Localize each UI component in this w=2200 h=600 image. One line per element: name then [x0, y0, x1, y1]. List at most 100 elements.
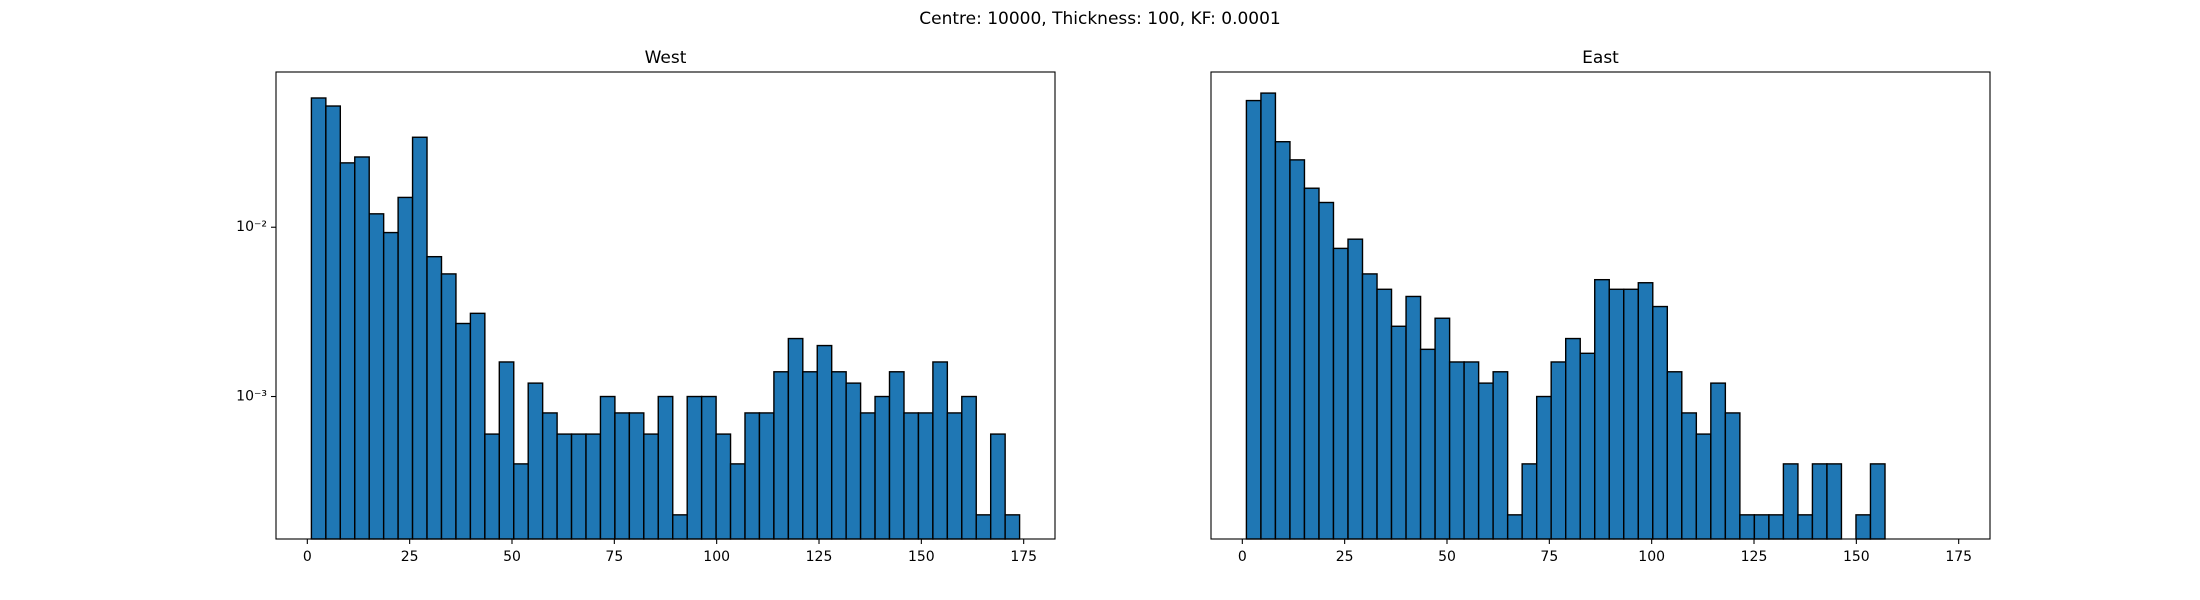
bar — [310, 97, 327, 540]
bar — [888, 371, 905, 540]
bar — [614, 412, 631, 540]
x-tick-label: 150 — [908, 549, 935, 565]
bar — [1855, 514, 1872, 540]
bar — [1303, 187, 1320, 540]
bar — [1565, 337, 1581, 540]
bar — [325, 105, 342, 540]
bar — [1797, 514, 1814, 540]
bar — [1004, 514, 1021, 540]
bar — [1594, 278, 1610, 540]
bar — [1260, 92, 1277, 540]
bar — [802, 371, 818, 540]
bar — [1550, 361, 1567, 540]
bar — [989, 433, 1006, 540]
bar — [643, 433, 659, 540]
bar — [816, 344, 833, 540]
bar — [484, 433, 501, 540]
bar — [1274, 141, 1291, 540]
bar — [1289, 159, 1306, 540]
bar — [1477, 382, 1494, 540]
bar — [440, 273, 457, 540]
x-tick-label: 50 — [1438, 549, 1456, 565]
x-tick-label: 125 — [806, 549, 833, 565]
bar — [744, 412, 761, 540]
x-tick-label: 0 — [1238, 549, 1247, 565]
bar — [1710, 382, 1727, 540]
x-tick-label: 175 — [1010, 549, 1037, 565]
bar — [426, 255, 443, 540]
bar — [469, 312, 486, 540]
bar — [657, 395, 674, 540]
bar — [368, 213, 385, 540]
bar — [382, 231, 399, 540]
x-tick-label: 125 — [1741, 549, 1768, 565]
bar — [787, 337, 804, 540]
bar — [1811, 463, 1828, 540]
x-tick-label: 25 — [1336, 549, 1354, 565]
x-tick-label: 0 — [303, 549, 312, 565]
bar — [541, 412, 558, 540]
bar — [859, 412, 876, 540]
subplot-title: East — [1582, 48, 1619, 68]
bar — [1376, 288, 1393, 540]
x-tick-label: 100 — [1638, 549, 1665, 565]
bar — [932, 361, 949, 540]
bar — [1332, 247, 1349, 540]
bar — [1869, 463, 1886, 540]
bar — [1724, 412, 1741, 540]
figure-title: Centre: 10000, Thickness: 100, KF: 0.000… — [919, 9, 1281, 29]
bar — [599, 395, 616, 540]
bar — [845, 382, 862, 540]
bar — [1637, 282, 1654, 540]
bar — [1347, 238, 1364, 540]
axes-frame — [1210, 71, 1991, 540]
x-tick-label: 25 — [401, 549, 419, 565]
subplot-title: West — [645, 48, 687, 68]
bar — [1623, 288, 1639, 540]
bar — [1506, 514, 1523, 540]
bar — [628, 412, 645, 540]
bar — [1768, 514, 1785, 540]
bar — [1782, 463, 1799, 540]
bar — [1434, 317, 1451, 540]
bar — [1753, 514, 1770, 540]
bar — [397, 196, 414, 540]
bar — [961, 395, 977, 540]
bar — [1579, 352, 1596, 540]
bar — [455, 322, 472, 540]
bar — [830, 371, 847, 540]
bar — [700, 395, 717, 540]
x-tick-label: 150 — [1843, 549, 1870, 565]
x-tick-label: 50 — [503, 549, 521, 565]
bar — [354, 156, 370, 540]
bar — [1666, 371, 1683, 540]
bar — [672, 514, 688, 540]
bar — [1608, 288, 1625, 540]
x-tick-label: 75 — [605, 549, 623, 565]
x-tick-label: 75 — [1540, 549, 1558, 565]
bar — [758, 412, 775, 540]
bar — [570, 433, 587, 540]
bar — [773, 371, 790, 540]
x-tick-label: 100 — [703, 549, 730, 565]
bar — [498, 361, 515, 540]
bar — [1492, 371, 1509, 540]
bar — [1318, 201, 1335, 540]
bar — [686, 395, 703, 540]
bar — [874, 395, 891, 540]
bar — [1390, 325, 1407, 540]
bar — [1695, 433, 1712, 540]
bar — [339, 162, 356, 540]
bar — [946, 412, 963, 540]
bar — [585, 433, 602, 540]
bar — [715, 433, 732, 540]
bar — [1739, 514, 1756, 540]
bar — [1826, 463, 1843, 540]
x-tick-label: 175 — [1945, 549, 1972, 565]
bar — [975, 514, 992, 540]
bar — [1463, 361, 1480, 540]
bar — [1419, 348, 1436, 540]
bar — [903, 412, 920, 540]
y-tick-label: 10⁻³ — [236, 389, 267, 405]
bar — [1652, 305, 1669, 540]
